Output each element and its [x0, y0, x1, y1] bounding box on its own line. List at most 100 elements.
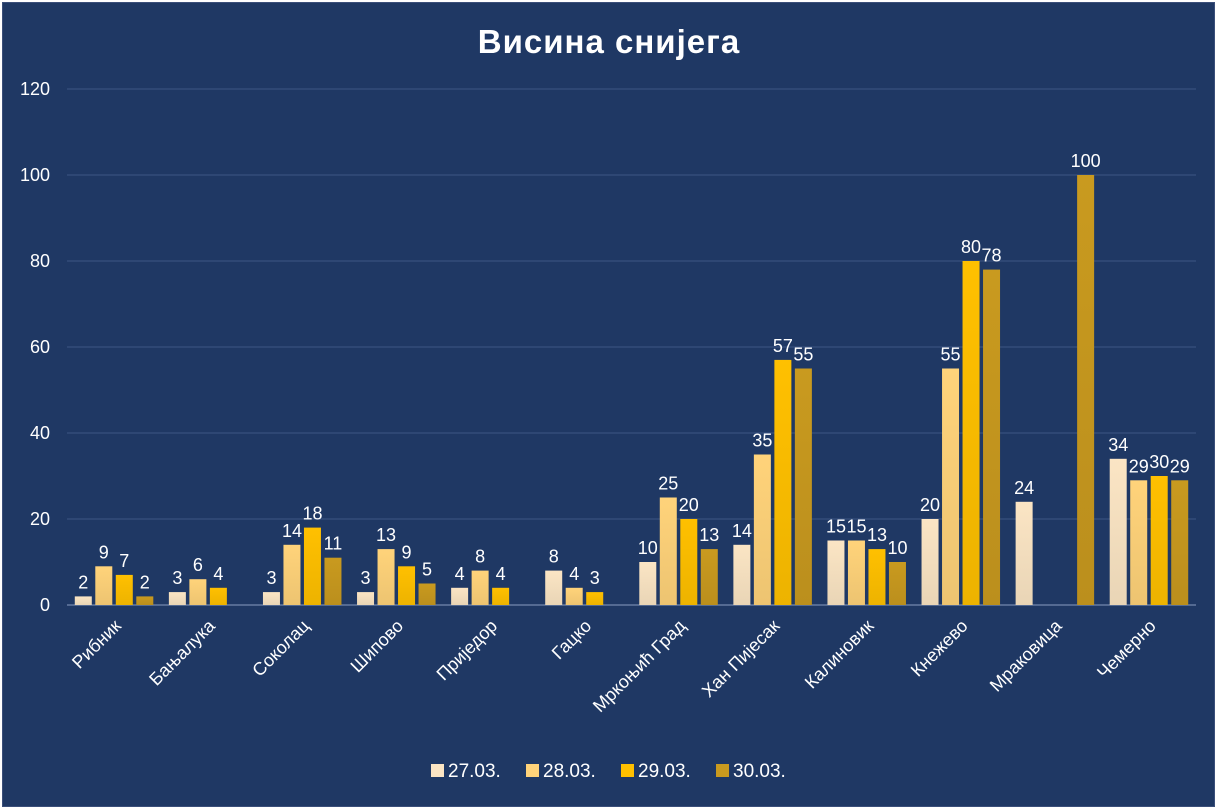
- legend: 27.03. 28.03. 29.03. 30.03.: [431, 761, 786, 782]
- category-label: Мркоњић Град: [589, 615, 690, 716]
- bar: [545, 570, 563, 605]
- bar: [847, 540, 865, 605]
- bar: [868, 549, 886, 605]
- gridlines: [67, 88, 1196, 606]
- y-tick-label: 80: [30, 251, 50, 271]
- legend-label: 30.03.: [733, 761, 786, 782]
- bar: [1171, 480, 1189, 605]
- bar: [942, 368, 960, 605]
- data-label: 2: [140, 572, 150, 592]
- y-tick-label: 0: [40, 595, 50, 615]
- y-tick-label: 20: [30, 509, 50, 529]
- data-label: 3: [172, 568, 182, 588]
- y-tick-label: 40: [30, 423, 50, 443]
- data-label: 15: [826, 517, 846, 537]
- data-label: 55: [793, 345, 813, 365]
- category-label: Приједор: [433, 616, 502, 685]
- data-label: 25: [658, 474, 678, 494]
- y-tick-label: 60: [30, 337, 50, 357]
- bar: [962, 261, 980, 605]
- category-label: Бањалука: [145, 615, 219, 689]
- category-label: Шипово: [347, 616, 408, 677]
- data-label: 3: [266, 568, 276, 588]
- bar: [659, 497, 677, 605]
- chart-title: Висина снијега: [478, 23, 740, 60]
- data-label: 4: [213, 564, 223, 584]
- data-label: 29: [1129, 456, 1149, 476]
- category-label: Мраковица: [986, 615, 1067, 696]
- data-label: 30: [1149, 452, 1169, 472]
- bar: [471, 570, 489, 605]
- category-label: Чемерно: [1093, 616, 1160, 683]
- data-label: 20: [679, 495, 699, 515]
- bar: [565, 587, 583, 605]
- data-label: 15: [846, 517, 866, 537]
- bar: [794, 368, 812, 605]
- data-label: 3: [361, 568, 371, 588]
- data-label: 8: [549, 547, 559, 567]
- bar: [451, 587, 469, 605]
- bar: [136, 596, 154, 605]
- data-label: 34: [1108, 435, 1128, 455]
- bar: [357, 592, 375, 605]
- data-label: 80: [961, 237, 981, 257]
- bar: [209, 587, 227, 605]
- category-label: Соколац: [248, 616, 313, 681]
- bar: [95, 566, 113, 605]
- bar: [1109, 458, 1127, 605]
- data-label: 35: [752, 431, 772, 451]
- x-axis-categories: Рибник Бањалука Соколац Шипово Приједор Гацко…: [68, 615, 1160, 716]
- data-label: 5: [422, 560, 432, 580]
- data-label: 4: [496, 564, 506, 584]
- data-label: 10: [638, 538, 658, 558]
- bar: [733, 544, 751, 605]
- legend-swatch: [716, 764, 729, 777]
- data-label: 4: [569, 564, 579, 584]
- data-label: 4: [455, 564, 465, 584]
- data-label: 13: [376, 525, 396, 545]
- bar: [983, 269, 1001, 605]
- bar: [303, 527, 321, 605]
- data-label: 11: [324, 534, 343, 554]
- legend-label: 27.03.: [448, 761, 501, 782]
- y-tick-label: 120: [20, 79, 50, 99]
- data-label: 2: [78, 572, 88, 592]
- y-axis-ticks: 0 20 40 60 80 100 120: [20, 79, 50, 615]
- bar: [680, 519, 698, 605]
- legend-swatch: [526, 764, 539, 777]
- bar: [418, 583, 436, 605]
- bar: [168, 592, 186, 605]
- data-label: 55: [941, 345, 961, 365]
- data-label: 78: [982, 246, 1002, 266]
- data-label: 9: [99, 542, 109, 562]
- data-label: 100: [1071, 151, 1101, 171]
- data-label: 8: [475, 547, 485, 567]
- bar: [262, 592, 280, 605]
- bar: [753, 454, 771, 605]
- data-label: 10: [887, 538, 907, 558]
- bars: [74, 175, 1189, 605]
- bar: [74, 596, 92, 605]
- category-label: Калиновик: [801, 616, 878, 693]
- data-label: 57: [773, 336, 793, 356]
- bar: [492, 587, 510, 605]
- bar: [921, 519, 939, 605]
- data-label: 6: [193, 555, 203, 575]
- bar: [324, 557, 342, 605]
- bar: [586, 592, 604, 605]
- legend-swatch: [621, 764, 634, 777]
- bar: [827, 540, 845, 605]
- data-label: 9: [402, 542, 412, 562]
- bar: [700, 549, 718, 605]
- bar: [283, 544, 301, 605]
- bar: [1015, 501, 1033, 605]
- category-label: Кнежево: [907, 616, 972, 681]
- bar: [1077, 175, 1095, 605]
- bar: [115, 574, 133, 605]
- bar: [1150, 476, 1168, 605]
- data-label: 18: [302, 504, 322, 524]
- legend-label: 28.03.: [543, 761, 596, 782]
